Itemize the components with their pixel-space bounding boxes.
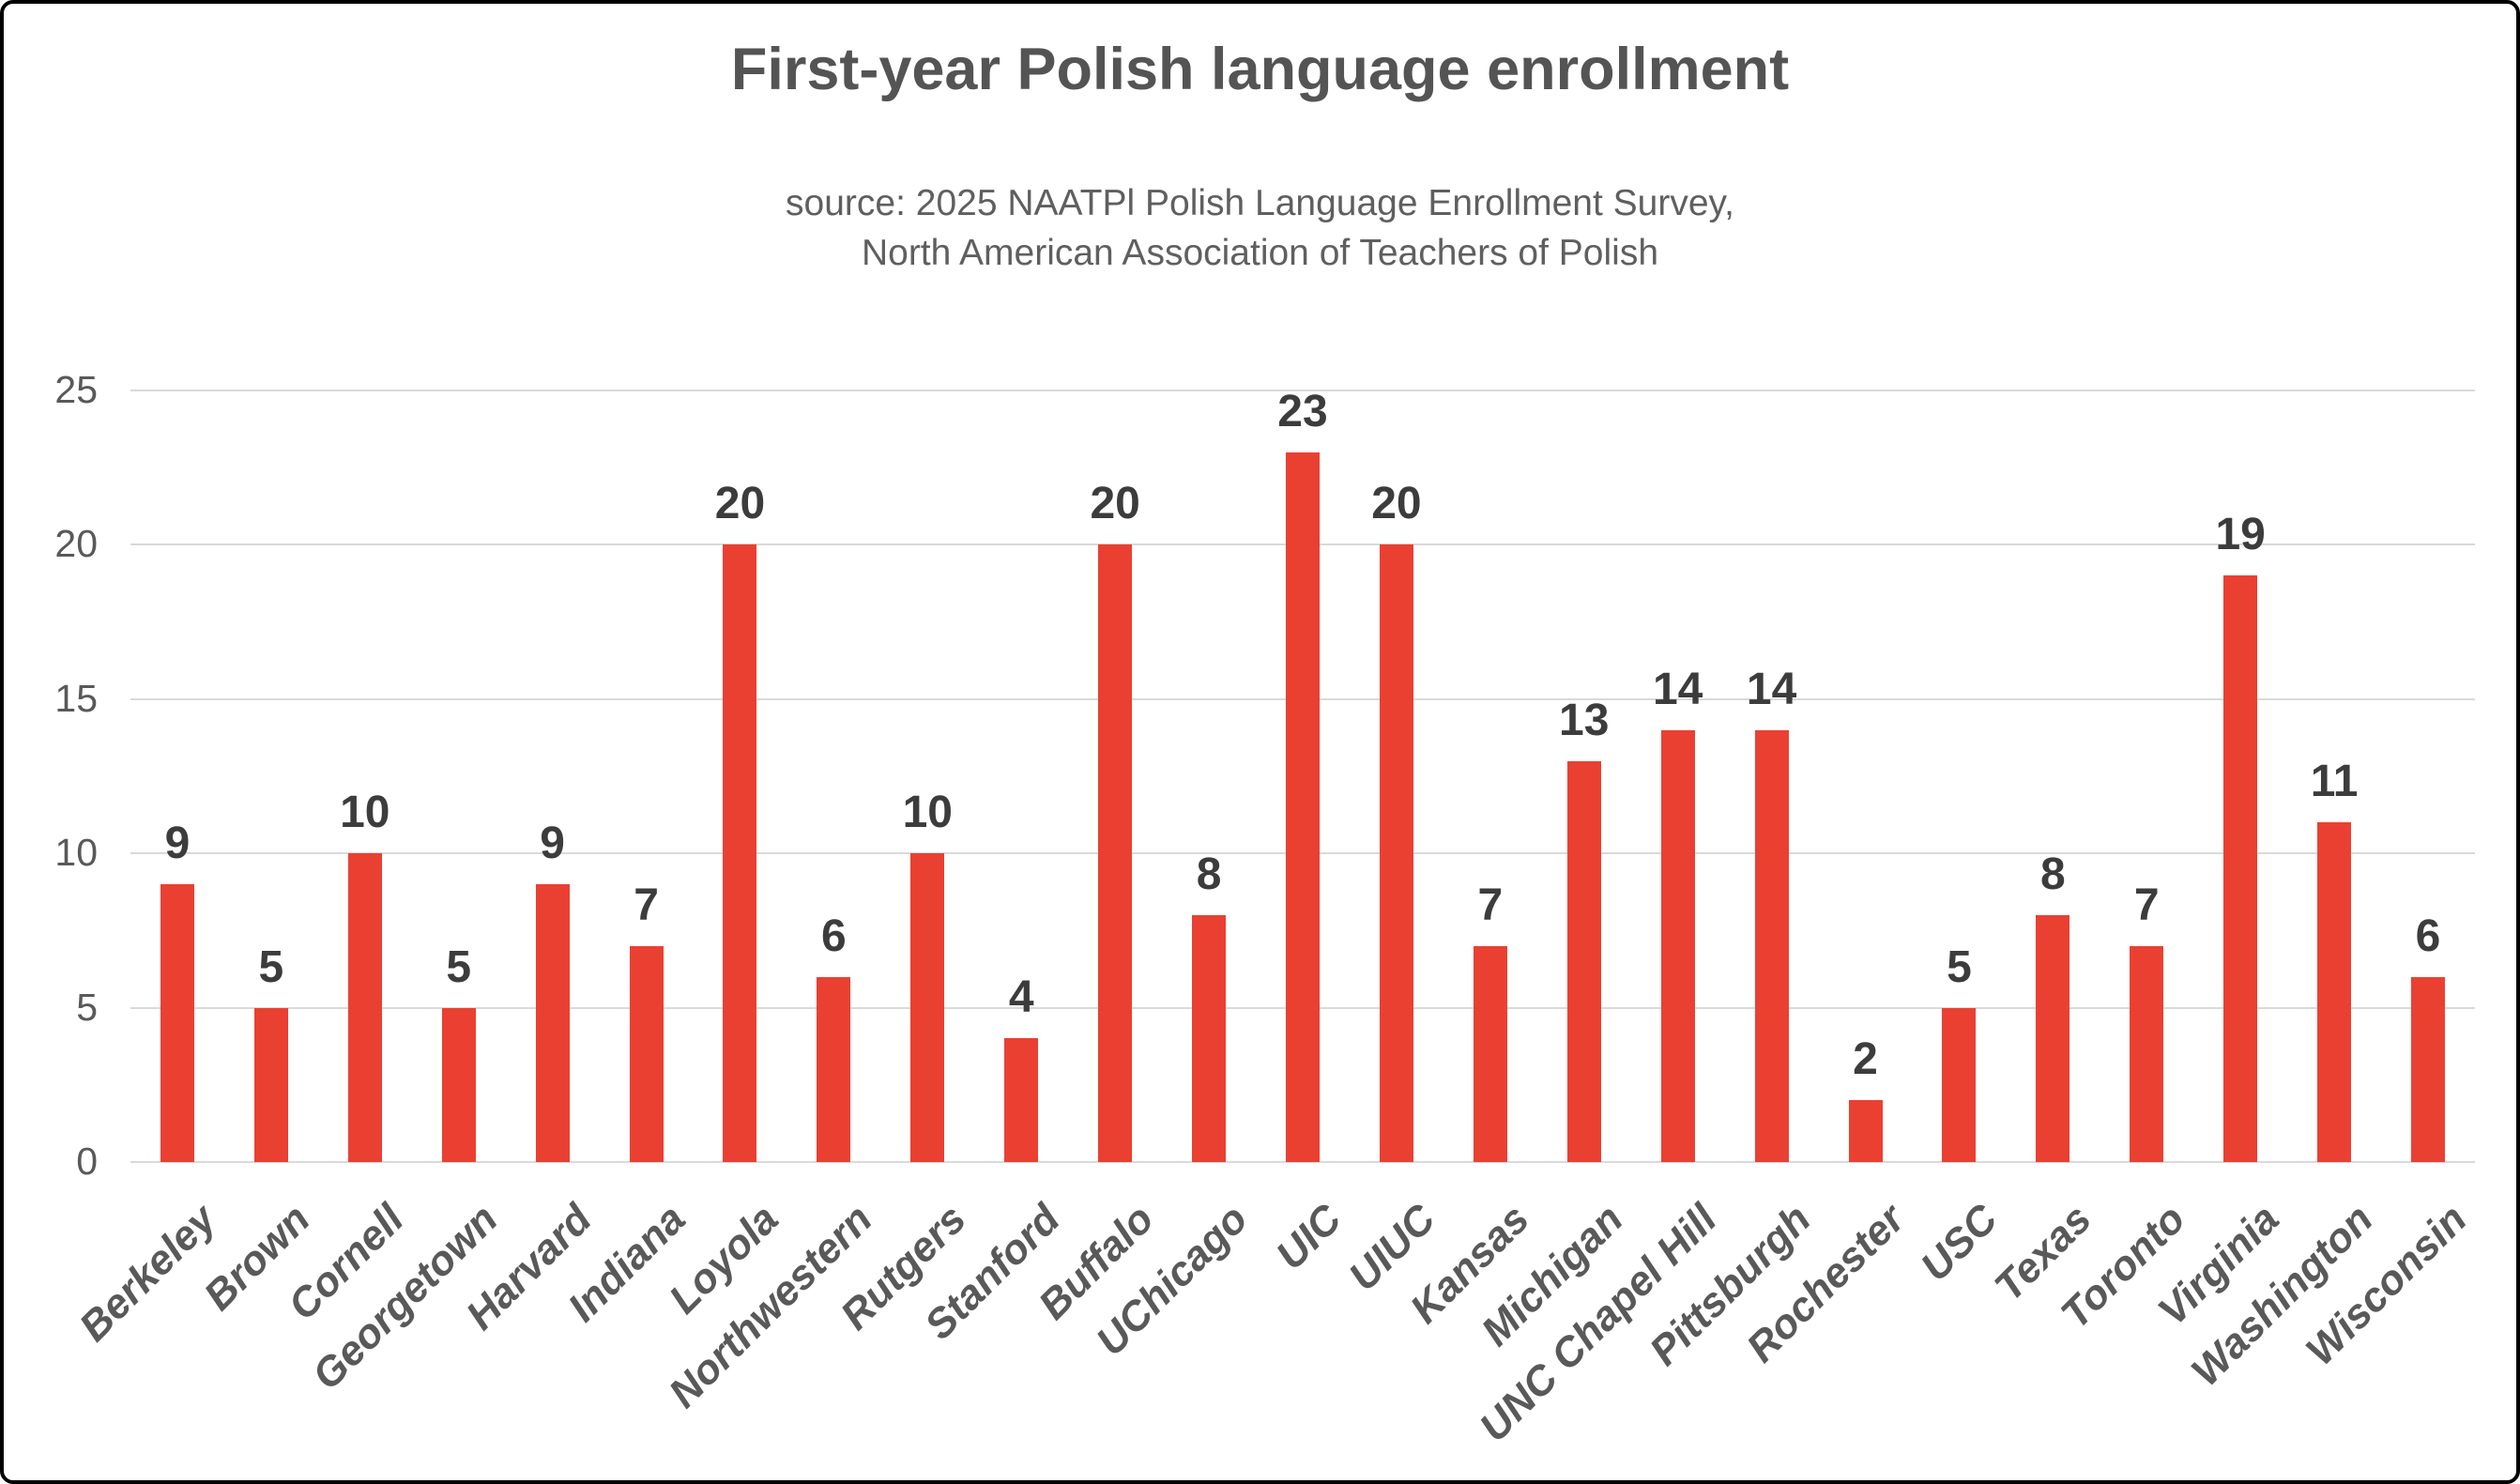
bar-loyola (723, 544, 757, 1162)
bar-kansas (1473, 945, 1507, 1162)
bar-value-label: 9 (540, 818, 565, 869)
bar-georgetown (441, 1007, 476, 1162)
bar-value-label: 8 (2040, 849, 2066, 899)
bar-rutgers (910, 853, 945, 1162)
bar-value-label: 8 (1196, 849, 1222, 899)
y-axis-tick-label: 15 (54, 676, 98, 720)
bar-indiana (629, 945, 664, 1162)
bar-buffalo (1098, 544, 1133, 1162)
bar-value-label: 20 (1371, 479, 1422, 529)
chart-subtitle-line-1: source: 2025 NAATPl Polish Language Enro… (786, 183, 1734, 223)
bar-value-label: 7 (634, 880, 659, 930)
gridline-y-25 (130, 390, 2475, 391)
bar-texas (2036, 914, 2070, 1162)
gridline-y-0 (130, 1161, 2475, 1163)
bar-value-label: 14 (1746, 664, 1797, 714)
bar-value-label: 13 (1559, 695, 1610, 745)
bar-uic (1286, 451, 1320, 1162)
x-axis-label-uic: UIC (1267, 1196, 1351, 1279)
bar-value-label: 7 (2133, 880, 2160, 930)
bar-usc (1942, 1007, 1977, 1162)
y-axis-tick-label: 10 (54, 831, 98, 875)
bar-pittsburgh (1754, 729, 1789, 1162)
bar-northwestern (817, 976, 851, 1162)
bar-washington (2317, 822, 2352, 1162)
y-axis-tick-label: 5 (76, 985, 98, 1029)
bar-michigan (1566, 760, 1601, 1162)
bar-unc-chapel-hill (1660, 729, 1695, 1162)
bar-wisconsin (2411, 976, 2446, 1162)
bar-value-label: 11 (2310, 757, 2359, 807)
bar-berkeley (160, 884, 194, 1162)
bar-toronto (2130, 945, 2164, 1162)
bar-rochester (1848, 1100, 1883, 1162)
bar-value-label: 4 (1008, 972, 1034, 1023)
x-axis-label-berkeley: Berkeley (70, 1196, 225, 1351)
bar-value-label: 5 (258, 941, 284, 992)
bar-value-label: 14 (1652, 664, 1703, 714)
bar-value-label: 2 (1853, 1034, 1878, 1085)
bar-value-label: 9 (164, 818, 191, 869)
bar-value-label: 19 (2215, 510, 2266, 560)
bar-value-label: 10 (340, 788, 390, 838)
chart-title: First-year Polish language enrollment (730, 37, 1790, 102)
bar-uiuc (1379, 544, 1413, 1162)
bar-value-label: 20 (1090, 479, 1140, 529)
bar-harvard (535, 884, 570, 1162)
bar-stanford (1004, 1038, 1039, 1162)
bar-value-label: 6 (2415, 910, 2441, 961)
bar-value-label: 5 (1947, 941, 1972, 992)
y-axis-tick-label: 25 (54, 368, 98, 411)
bar-value-label: 5 (446, 941, 472, 992)
bar-brown (253, 1007, 288, 1162)
bar-value-label: 10 (902, 788, 953, 838)
bar-value-label: 7 (1477, 880, 1504, 930)
bar-cornell (347, 853, 382, 1162)
chart-subtitle: source: 2025 NAATPl Polish Language Enro… (4, 178, 2516, 278)
bar-virginia (2223, 575, 2258, 1162)
bar-value-label: 6 (821, 910, 847, 961)
bar-uchicago (1192, 914, 1227, 1162)
y-axis-tick-label: 20 (54, 522, 98, 566)
bar-value-label: 20 (714, 479, 766, 529)
chart-subtitle-line-2: North American Association of Teachers o… (861, 233, 1659, 273)
bar-value-label: 23 (1277, 386, 1328, 436)
plot-area: 9 5 10 5 9 7 20 6 10 4 20 8 23 20 7 13 14 14 2 5 8 7 19 11 6 (130, 387, 2475, 1163)
y-axis-tick-label: 0 (76, 1140, 98, 1183)
